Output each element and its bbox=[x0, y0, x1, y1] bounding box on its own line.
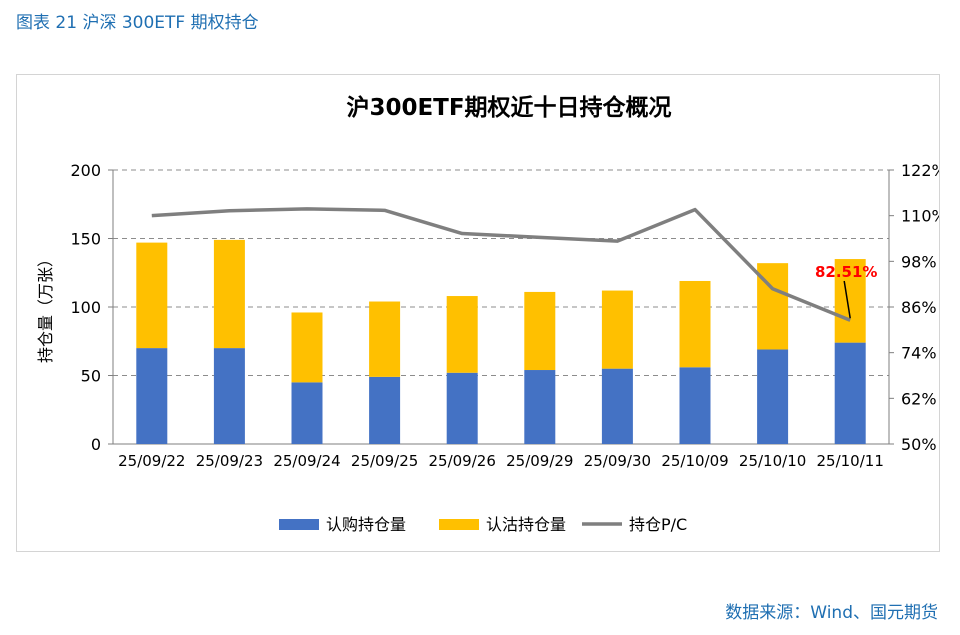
bar-put bbox=[136, 242, 168, 349]
x-tick-label: 25/10/11 bbox=[817, 452, 884, 470]
x-tick-label: 25/09/29 bbox=[506, 452, 573, 470]
bar-call bbox=[757, 349, 789, 444]
bar-call bbox=[524, 370, 556, 444]
chart-svg: 沪300ETF期权近十日持仓概况 0 50 100 150 200 50% 62% 74% 86%… bbox=[36, 94, 939, 534]
x-tick-label: 25/09/26 bbox=[429, 452, 496, 470]
chart-title: 沪300ETF期权近十日持仓概况 bbox=[346, 94, 671, 121]
bar-put bbox=[834, 259, 866, 343]
bar-call bbox=[679, 367, 711, 444]
bar-call bbox=[291, 382, 323, 444]
bar-call bbox=[136, 348, 168, 444]
chart-frame: 沪300ETF期权近十日持仓概况 0 50 100 150 200 50% 62% 74% 86%… bbox=[16, 74, 940, 552]
y2-tick-label: 110% bbox=[901, 207, 939, 226]
x-tick-label: 25/09/25 bbox=[351, 452, 418, 470]
y-tick-label: 50 bbox=[81, 367, 101, 386]
bar-call bbox=[213, 348, 245, 444]
x-tick-label: 25/10/09 bbox=[661, 452, 728, 470]
bar-put bbox=[291, 312, 323, 383]
legend-label-pc: 持仓P/C bbox=[629, 515, 687, 534]
y-tick-label: 200 bbox=[70, 161, 101, 180]
y-tick-label: 0 bbox=[91, 435, 101, 454]
annotation-label: 82.51% bbox=[815, 263, 877, 281]
figure-caption: 图表 21 沪深 300ETF 期权持仓 bbox=[16, 13, 259, 33]
source-note: 数据来源：Wind、国元期货 bbox=[725, 603, 938, 623]
bar-put bbox=[446, 296, 478, 373]
bar-put bbox=[213, 239, 245, 349]
legend-label-put: 认沽持仓量 bbox=[486, 515, 566, 534]
x-tick-label: 25/09/30 bbox=[584, 452, 651, 470]
x-tick-label: 25/09/23 bbox=[196, 452, 263, 470]
annotation-leader bbox=[843, 280, 851, 319]
y2-tick-label: 50% bbox=[901, 435, 937, 454]
bar-call bbox=[446, 372, 478, 444]
x-tick-label: 25/10/10 bbox=[739, 452, 806, 470]
bar-put bbox=[369, 301, 401, 377]
y2-tick-label: 86% bbox=[901, 298, 937, 317]
bar-call bbox=[601, 368, 633, 444]
pc-line bbox=[151, 207, 851, 322]
bar-put bbox=[679, 280, 711, 368]
bar-put bbox=[524, 291, 556, 371]
x-tick-label: 25/09/22 bbox=[118, 452, 185, 470]
bar-call bbox=[834, 342, 866, 444]
legend-swatch-put bbox=[439, 519, 479, 530]
legend-label-call: 认购持仓量 bbox=[326, 515, 406, 534]
y2-tick-label: 74% bbox=[901, 344, 937, 363]
bar-call bbox=[369, 376, 401, 444]
y2-tick-label: 98% bbox=[901, 252, 937, 271]
legend-swatch-call bbox=[279, 519, 319, 530]
y-tick-label: 100 bbox=[70, 298, 101, 317]
x-tick-label: 25/09/24 bbox=[273, 452, 340, 470]
y-tick-label: 150 bbox=[70, 230, 101, 249]
y-axis-label: 持仓量（万张） bbox=[36, 251, 55, 363]
y2-tick-label: 62% bbox=[901, 389, 937, 408]
y2-tick-label: 122% bbox=[901, 161, 939, 180]
bar-put bbox=[601, 290, 633, 369]
